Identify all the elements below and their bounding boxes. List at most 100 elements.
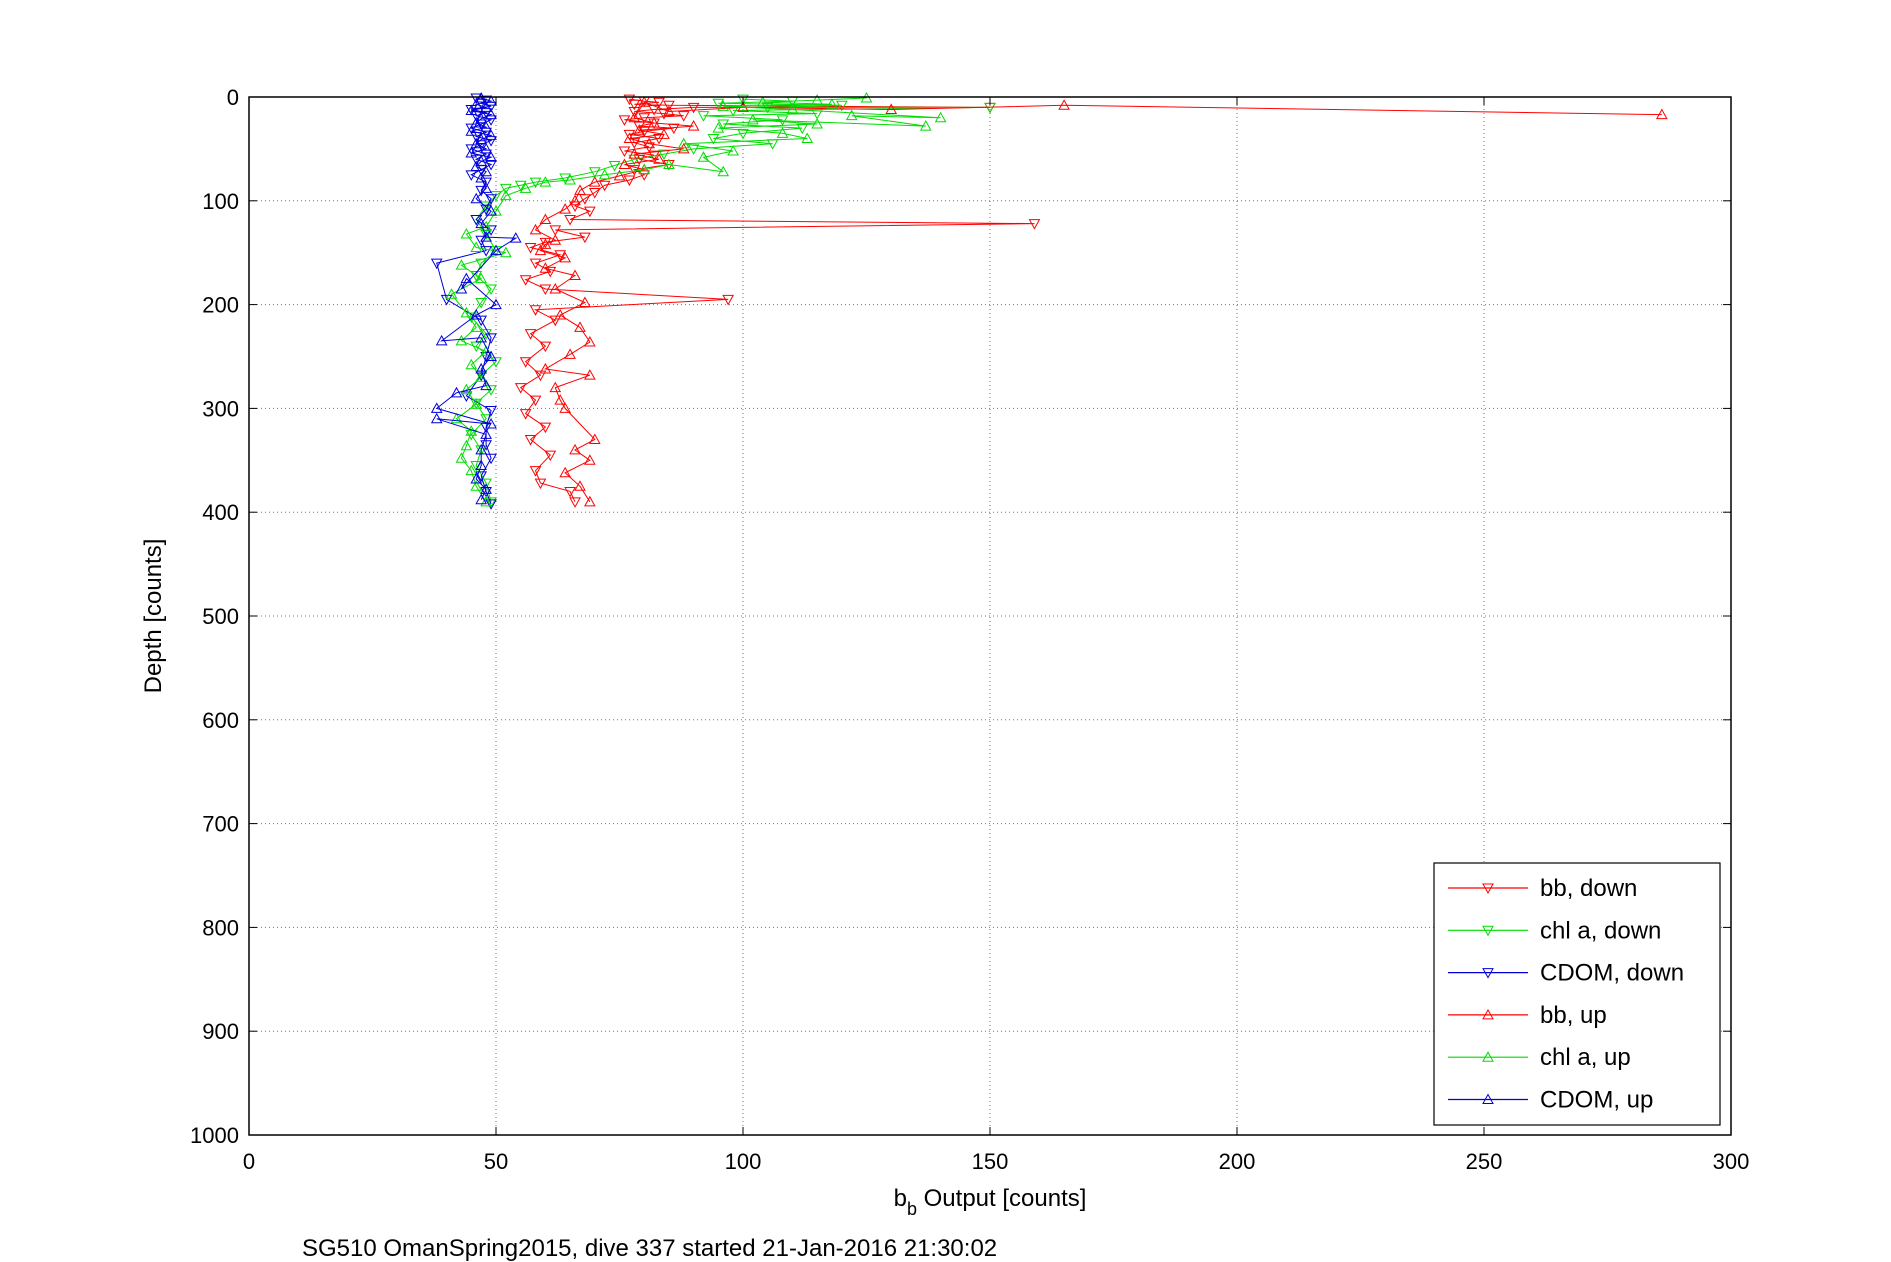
data-point [786,103,799,114]
data-point [638,113,651,124]
data-point [885,103,898,114]
data-point [544,450,557,462]
data-point [564,486,576,498]
data-point [747,113,759,125]
data-point [756,96,769,107]
x-tick-label: 200 [1219,1149,1256,1174]
legend-label: bb, down [1540,875,1637,902]
data-point [529,223,542,235]
data-point [455,334,468,346]
data-point [485,151,497,162]
y-tick-label: 300 [202,396,239,421]
x-tick-label: 50 [484,1149,508,1174]
data-point [529,466,542,477]
data-point [648,116,660,128]
data-point [584,369,596,380]
x-axis-label-subscript: b [907,1199,917,1219]
data-point [653,97,665,109]
data-point [470,480,483,491]
data-point [658,128,670,139]
data-point [470,137,483,149]
data-point [579,296,591,308]
data-point [598,180,611,192]
data-point [455,283,468,294]
data-point [475,362,488,374]
legend-marker [1482,925,1494,937]
data-point [519,275,532,286]
data-point [598,168,611,180]
data-point [485,405,497,417]
legend-marker [1482,883,1494,895]
data-point [500,246,512,258]
y-tick-label: 0 [227,85,239,110]
data-point [450,412,463,424]
data-point [475,171,488,183]
y-tick-label: 900 [202,1019,239,1044]
data-point [475,298,488,309]
data-point [559,203,572,214]
data-point [470,192,483,204]
data-point [588,167,601,178]
data-point [633,124,646,135]
data-point [514,180,527,192]
data-point [485,350,497,361]
data-point [539,422,552,434]
data-point [440,294,453,306]
data-point [584,335,596,347]
data-point [564,214,576,226]
data-point [697,151,710,162]
data-point [776,127,789,138]
data-point [485,333,497,344]
data-point [584,454,596,465]
data-point [475,217,488,229]
data-point [485,497,497,508]
data-point [638,170,651,181]
data-point [480,495,492,507]
data-point [475,133,488,145]
legend-box [1433,862,1721,1126]
data-point [480,121,492,132]
data-point [470,93,483,105]
data-point [460,272,473,284]
data-point [450,386,463,398]
data-point [811,94,823,105]
data-point [470,160,483,172]
data-point [455,452,468,463]
y-tick-label: 600 [202,708,239,733]
data-point [465,125,478,136]
y-tick-label: 200 [202,293,239,318]
data-point [534,478,547,490]
data-point [480,231,492,242]
data-point [623,175,636,187]
data-point [470,460,483,472]
data-point [470,398,483,409]
data-point [519,409,532,420]
data-point [470,321,483,332]
data-point [485,205,497,216]
data-point [485,115,497,126]
data-point [643,137,655,149]
x-tick-label: 100 [725,1149,762,1174]
data-point [564,348,576,359]
data-point [430,402,443,413]
data-point [480,220,492,232]
data-point [529,305,542,316]
data-point [500,189,512,201]
data-point [564,174,576,185]
series-line [435,97,518,500]
data-point [470,241,483,253]
data-point [519,182,532,193]
data-point [475,471,488,482]
data-point [677,142,690,154]
series-line [519,98,1035,503]
data-point [465,464,478,476]
data-point [519,357,532,368]
data-point [559,251,572,263]
data-point [490,244,502,256]
data-point [430,258,443,270]
data-point [490,298,502,310]
data-point [717,119,730,131]
data-point [534,244,547,256]
data-point [480,101,492,112]
axis-ticks: 0 50 100 150 200 250 300 0 100 200 300 400 500 600 700… [190,85,1749,1174]
